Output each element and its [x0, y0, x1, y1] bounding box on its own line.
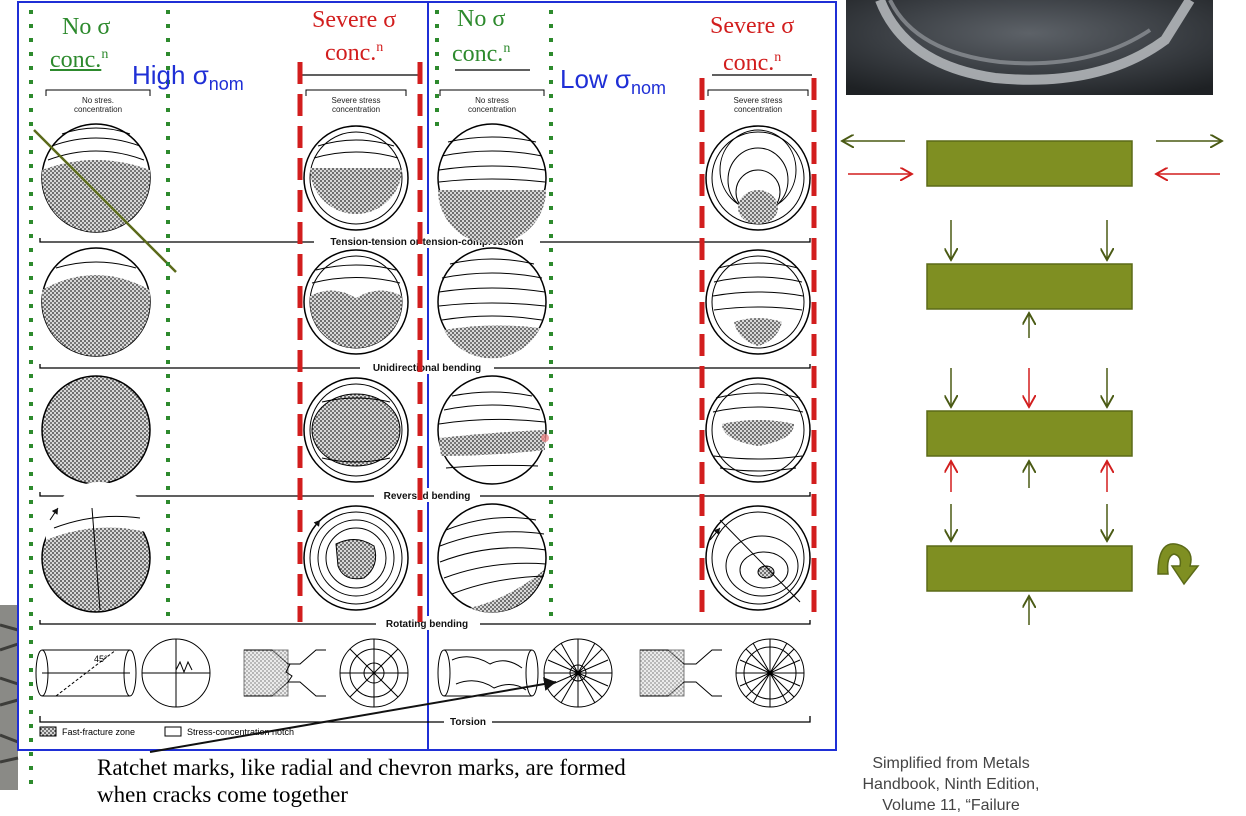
caption-line-1: Ratchet marks, like radial and chevron m…	[97, 755, 626, 780]
legend-fast-fracture: Fast-fracture zone	[62, 727, 135, 737]
header-right-no: No σ	[457, 6, 506, 32]
low-stress-frame	[427, 1, 837, 751]
torsion-shaft-4	[639, 649, 722, 697]
torsion-section-4	[735, 638, 805, 708]
circle-r1-c1	[41, 123, 151, 233]
header-low-sub: nom	[630, 78, 666, 99]
col-severe-right-line2: concentration	[734, 105, 782, 114]
ratchet-marks-caption: Ratchet marks, like radial and chevron m…	[97, 754, 757, 808]
circle-r3-c1	[41, 375, 151, 485]
circle-r1-c2	[303, 125, 409, 231]
load-diagram-tension	[842, 141, 1222, 187]
row-label-reversed: Reversed bending	[384, 491, 471, 502]
header-left-sup: n	[101, 47, 109, 62]
circle-r3-c3	[437, 375, 549, 485]
circle-r2-c2	[303, 249, 409, 355]
header-right-severe-text: Severe σ	[710, 13, 795, 39]
circle-r3-c2	[303, 377, 409, 483]
circle-r4-c3	[437, 503, 547, 613]
header-high-text: High σ	[132, 60, 209, 90]
photo-fragment-left	[0, 605, 19, 790]
header-high-sub: nom	[208, 74, 244, 95]
circle-r2-c4	[705, 249, 811, 355]
circle-r4-c4	[705, 505, 811, 611]
citation-line-1: Simplified from Metals	[872, 755, 1030, 772]
figure-legend: Fast-fracture zone Stress-concentration …	[39, 726, 294, 737]
circle-r2-c1	[41, 247, 151, 357]
header-left-no-conc: No σ conc.n	[40, 14, 110, 74]
source-citation: Simplified from Metals Handbook, Ninth E…	[842, 753, 1060, 816]
header-right-no-conc: No σ conc.n	[452, 4, 510, 69]
col-severe-left-line2: concentration	[332, 105, 380, 114]
col-no-stress-left-line1: No stres.	[82, 96, 114, 105]
load-diagram-rotating-bending	[926, 504, 1200, 625]
row-label-torsion: Torsion	[450, 717, 486, 728]
header-left-conc: conc.	[50, 47, 102, 73]
col-severe-right-line1: Severe stress	[734, 96, 783, 105]
header-left-severe-text: Severe σ	[312, 7, 397, 33]
caption-line-2: when cracks come together	[97, 782, 348, 807]
header-left-severe-sup: n	[376, 40, 384, 55]
header-left-severe: Severe σ conc.n	[312, 6, 396, 67]
col-severe-left-line1: Severe stress	[332, 96, 381, 105]
high-stress-frame	[17, 1, 429, 751]
header-left-severe-conc: conc.	[324, 40, 377, 66]
col-no-stress-left-line2: concentration	[74, 105, 122, 114]
row-label-rotating: Rotating bending	[386, 619, 468, 630]
header-low-text: Low σ	[560, 64, 631, 94]
olive-annotation-line	[33, 129, 177, 273]
torsion-section-2	[339, 638, 409, 708]
torsion-angle: 45°	[94, 654, 108, 664]
torsion-section-3	[543, 638, 613, 708]
header-high: High σnom	[132, 60, 244, 95]
circle-r3-c4	[705, 377, 811, 483]
col-no-stress-right-line2: concentration	[468, 105, 516, 114]
header-right-conc: conc.	[452, 41, 504, 67]
circle-r2-c3	[437, 247, 547, 359]
torsion-shaft-3	[437, 649, 539, 697]
ratchet-pointer-arrow	[149, 677, 557, 753]
row-label-unidirectional: Unidirectional bending	[373, 363, 481, 374]
circle-r4-c2	[303, 505, 409, 611]
header-right-severe-conc: conc.	[722, 50, 775, 76]
load-diagram-unidirectional-bending	[926, 220, 1133, 338]
header-right-severe-sup: n	[774, 50, 782, 65]
circle-r1-c4	[705, 125, 811, 231]
header-right-severe: Severe σ conc.n	[710, 10, 794, 79]
circle-r1-c3	[437, 123, 547, 244]
rotation-arrow-icon	[1157, 543, 1200, 586]
load-diagram-reversed-bending	[926, 368, 1133, 492]
header-left-no: No σ	[62, 14, 111, 40]
fracture-photo	[846, 0, 1213, 95]
header-right-sup: n	[503, 41, 511, 56]
row-label-tension: Tension-tension or tension-compression	[330, 237, 523, 248]
torsion-shaft-1	[35, 649, 137, 697]
torsion-section-1	[141, 638, 211, 708]
header-low: Low σnom	[560, 64, 666, 99]
legend-notch: Stress-concentration notch	[187, 727, 294, 737]
circle-r4-c1	[41, 482, 151, 613]
col-no-stress-right-line1: No stress	[475, 96, 509, 105]
citation-line-2: Handbook, Ninth Edition,	[862, 776, 1040, 793]
citation-line-3: Volume 11, “Failure	[882, 797, 1020, 814]
torsion-shaft-2	[243, 649, 326, 697]
